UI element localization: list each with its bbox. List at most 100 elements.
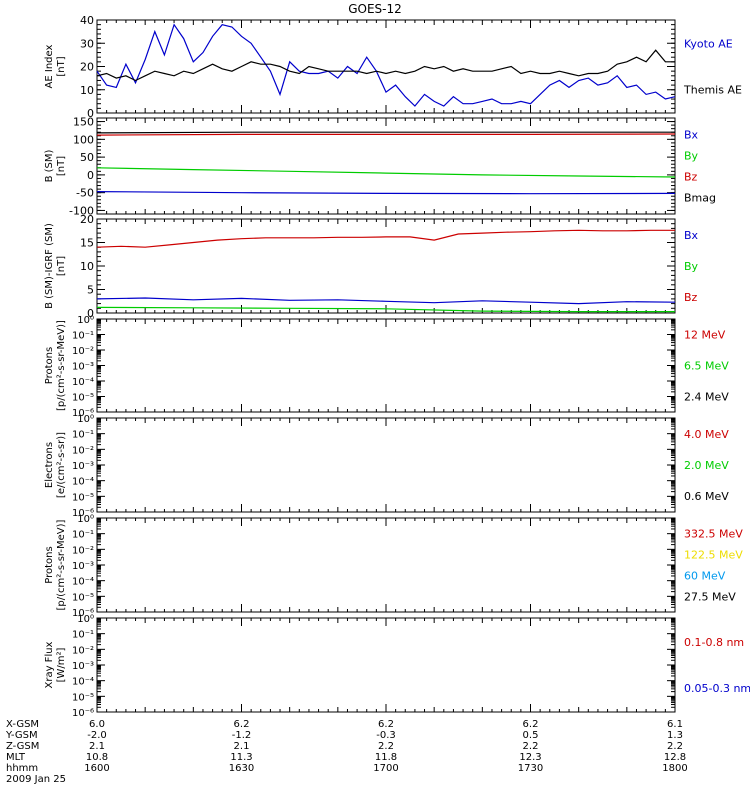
y-tick-label: 150: [73, 116, 94, 129]
y-tick-label: -100: [69, 204, 94, 217]
chart-title: GOES-12: [348, 2, 402, 16]
legend-entry: 27.5 MeV: [684, 591, 736, 604]
legend-entry: 6.5 MeV: [684, 360, 729, 373]
x-axis-value: 12.3: [519, 752, 541, 763]
y-tick-label: 10⁻⁶: [72, 608, 94, 619]
y-tick-label: -50: [76, 187, 94, 200]
x-axis-value: 2.1: [89, 741, 105, 752]
x-axis-value: -0.3: [376, 730, 396, 741]
y-axis-label-ae: AE Index: [44, 44, 55, 88]
series-line-by: [96, 306, 675, 313]
y-tick-label: 10⁰: [77, 514, 94, 525]
panel-frame-ae: [96, 19, 676, 114]
y-tick-label: 10⁰: [77, 614, 94, 625]
x-axis-row-label: X-GSM: [6, 719, 39, 730]
y-axis-label-protons2: [p/(cm²-s-sr-MeV)]: [56, 519, 67, 610]
series-line-bz: [96, 229, 675, 248]
y-tick-label: 10: [80, 260, 94, 273]
panel-frame-protons1: [96, 318, 676, 413]
legend-entry: 12 MeV: [684, 329, 726, 342]
x-axis-value: 2.2: [523, 741, 539, 752]
y-tick-label: 10⁻⁴: [72, 677, 94, 688]
x-axis-value: 2.1: [234, 741, 250, 752]
series-line-bz: [96, 133, 676, 136]
legend-entry: Bx: [684, 129, 699, 142]
y-axis-label-protons1: Protons: [44, 347, 55, 384]
y-tick-label: 10⁻⁵: [72, 492, 94, 503]
x-axis-value: 1.3: [667, 730, 683, 741]
x-axis-row-label: Y-GSM: [5, 730, 38, 741]
legend-entry: 122.5 MeV: [684, 549, 743, 562]
x-axis-value: 6.2: [378, 719, 394, 730]
x-axis-value: -2.0: [87, 730, 107, 741]
y-axis-label-xray: Xray Flux: [44, 641, 55, 688]
y-tick-label: 10⁻⁶: [72, 708, 94, 719]
x-axis-value: 1700: [373, 763, 398, 774]
y-tick-label: 10⁻¹: [72, 530, 94, 541]
legend-entry: 2.0 MeV: [684, 459, 729, 472]
x-axis-row-label: Z-GSM: [6, 741, 39, 752]
x-axis-value: 10.8: [86, 752, 108, 763]
x-axis-value: 1630: [229, 763, 254, 774]
panel-frame-xray: [96, 617, 676, 713]
y-axis-label-xray: [W/m²]: [56, 647, 67, 682]
legend-entry: Bz: [684, 171, 698, 184]
y-tick-label: 5: [87, 284, 94, 297]
legend-entry: By: [684, 150, 699, 163]
y-axis-label-electrons: Electrons: [44, 442, 55, 488]
y-tick-label: 15: [80, 237, 94, 250]
panel-frame-protons2: [96, 517, 676, 613]
x-axis-value: 0.5: [523, 730, 539, 741]
y-tick-label: 10: [80, 84, 94, 97]
y-axis-label-bigrf: [nT]: [56, 256, 67, 276]
x-axis-value: 12.8: [664, 752, 686, 763]
y-tick-label: 10⁻²: [72, 346, 94, 357]
y-tick-label: 50: [80, 151, 94, 164]
series-line-bmag: [96, 131, 675, 134]
legend-entry: 332.5 MeV: [684, 528, 743, 541]
y-tick-label: 20: [80, 61, 94, 74]
x-axis-value: 11.8: [375, 752, 397, 763]
x-axis-row-label: MLT: [6, 752, 26, 763]
y-tick-label: 30: [80, 37, 94, 50]
y-tick-label: 0: [87, 169, 94, 182]
y-axis-label-electrons: [e/(cm²-s-sr)]: [56, 432, 67, 498]
y-tick-label: 10⁻⁴: [72, 577, 94, 588]
x-axis-row-label: hhmm: [6, 763, 38, 774]
y-tick-label: 20: [80, 213, 94, 226]
y-tick-label: 10⁰: [77, 315, 94, 326]
series-line-themis-ae: [96, 49, 675, 82]
legend-entry: 4.0 MeV: [684, 428, 729, 441]
y-tick-label: 10⁻¹: [72, 630, 94, 641]
x-axis-value: 1730: [518, 763, 543, 774]
legend-entry: 0.6 MeV: [684, 490, 729, 503]
y-tick-label: 10⁻³: [72, 561, 94, 572]
y-axis-label-bsm: [nT]: [56, 156, 67, 176]
y-axis-label-bigrf: B (SM)-IGRF (SM): [44, 223, 55, 309]
series-line-by: [96, 167, 676, 178]
x-axis-value: 6.2: [234, 719, 250, 730]
y-tick-label: 40: [80, 14, 94, 27]
y-tick-label: 10⁰: [77, 414, 94, 425]
x-axis-value: 2.2: [378, 741, 394, 752]
series-line-bx: [96, 191, 676, 195]
y-tick-label: 10⁻³: [72, 661, 94, 672]
y-axis-label-protons2: Protons: [44, 546, 55, 583]
y-tick-label: 10⁻³: [72, 362, 94, 373]
y-tick-label: 10⁻⁵: [72, 592, 94, 603]
x-axis-value: 1800: [662, 763, 687, 774]
y-tick-label: 0: [87, 107, 94, 120]
x-axis-value: 11.3: [230, 752, 252, 763]
y-axis-label-ae: [nT]: [56, 56, 67, 76]
y-tick-label: 10⁻¹: [72, 430, 94, 441]
x-axis-value: 6.1: [667, 719, 683, 730]
y-tick-label: 10⁻²: [72, 445, 94, 456]
legend-entry: Bz: [684, 291, 698, 304]
legend-entry: 2.4 MeV: [684, 391, 729, 404]
legend-entry: 60 MeV: [684, 570, 726, 583]
y-tick-label: 0: [87, 307, 94, 320]
y-tick-label: 10⁻⁶: [72, 508, 94, 519]
y-tick-label: 10⁻³: [72, 461, 94, 472]
legend-entry: By: [684, 260, 699, 273]
